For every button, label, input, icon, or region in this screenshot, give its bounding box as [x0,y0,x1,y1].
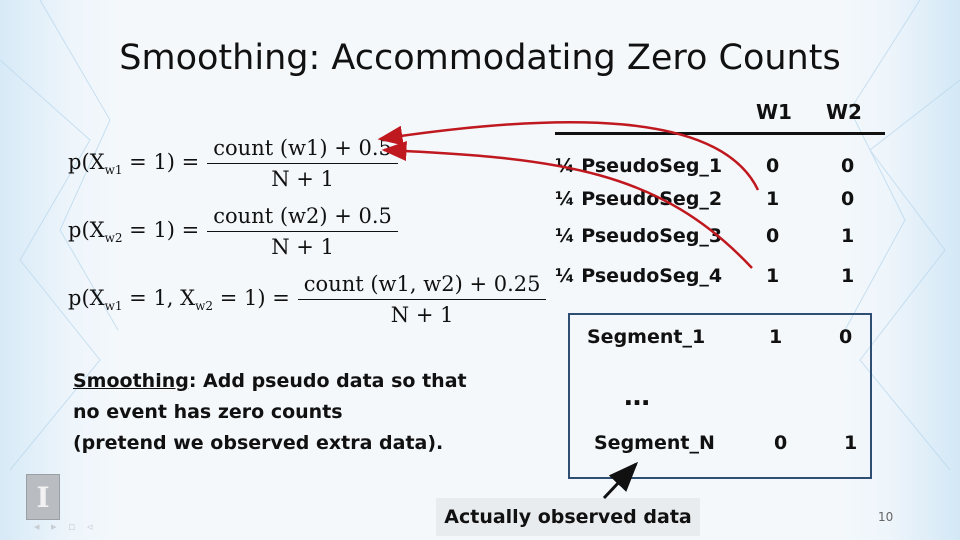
smoothing-note: Smoothing: Add pseudo data so that no ev… [73,366,467,459]
formula-lhs: p(Xw1 = 1) = [68,149,200,178]
numerator: count (w1, w2) + 0.25 [297,272,547,300]
numerator: count (w2) + 0.5 [207,204,398,232]
pseudo-row-w1: 0 [766,225,780,247]
formula-lhs: p(Xw1 = 1, Xw2 = 1) = [68,285,290,314]
column-header-w1: W1 [756,100,792,124]
ellipsis: … [624,382,650,412]
pseudo-row-label: ¼ PseudoSeg_3 [555,225,723,247]
denominator: N + 1 [271,167,334,191]
observed-row-label: Segment_1 [587,326,706,348]
smoothing-note-line3: (pretend we observed extra data). [73,432,444,454]
pseudo-row-w1: 0 [766,155,780,177]
pseudo-row-label: ¼ PseudoSeg_4 [555,265,723,287]
page-number: 10 [878,510,894,524]
pseudo-row-w2: 0 [841,188,855,210]
formula-p-w1-w2: p(Xw1 = 1, Xw2 = 1) = count (w1, w2) + 0… [68,272,547,327]
university-logo: I [26,474,60,520]
fraction: count (w1) + 0.5 N + 1 [207,136,398,191]
pseudo-row-w1: 1 [766,188,780,210]
pseudo-row-w1: 1 [766,265,780,287]
table-header-rule [555,132,885,135]
left-background-decoration [0,0,120,540]
denominator: N + 1 [390,303,454,327]
observed-data-box [568,313,872,479]
denominator: N + 1 [271,235,334,259]
fraction: count (w2) + 0.5 N + 1 [207,204,398,259]
arrow-pseudoseg4-to-formula [381,141,753,269]
pseudo-row-label: ¼ PseudoSeg_2 [555,188,723,210]
slide-title: Smoothing: Accommodating Zero Counts [119,38,841,78]
arrow-callout-to-box [602,461,639,500]
smoothing-note-line1: : Add pseudo data so that [188,370,467,392]
pseudo-row-w2: 0 [841,155,855,177]
column-header-w2: W2 [826,100,862,124]
formula-p-w1: p(Xw1 = 1) = count (w1) + 0.5 N + 1 [68,136,398,191]
smoothing-term: Smoothing [73,370,189,392]
actually-observed-callout: Actually observed data [436,498,700,536]
formula-lhs: p(Xw2 = 1) = [68,217,200,246]
observed-row-w1: 0 [774,432,788,454]
arrow-pseudoseg2-to-formula [377,120,760,191]
fraction: count (w1, w2) + 0.25 N + 1 [297,272,547,327]
numerator: count (w1) + 0.5 [207,136,398,164]
observed-row-label: Segment_N [594,432,715,454]
smoothing-note-line2: no event has zero counts [73,401,343,423]
observed-row-w2: 1 [844,432,858,454]
right-background-decoration [840,0,960,540]
slide-nav-controls[interactable]: ◂ ▸ ▫ ◃ [34,520,97,533]
formula-p-w2: p(Xw2 = 1) = count (w2) + 0.5 N + 1 [68,204,398,259]
observed-row-w1: 1 [769,326,783,348]
pseudo-row-w2: 1 [841,225,855,247]
pseudo-row-label: ¼ PseudoSeg_1 [555,155,723,177]
pseudo-row-w2: 1 [841,265,855,287]
observed-row-w2: 0 [839,326,853,348]
